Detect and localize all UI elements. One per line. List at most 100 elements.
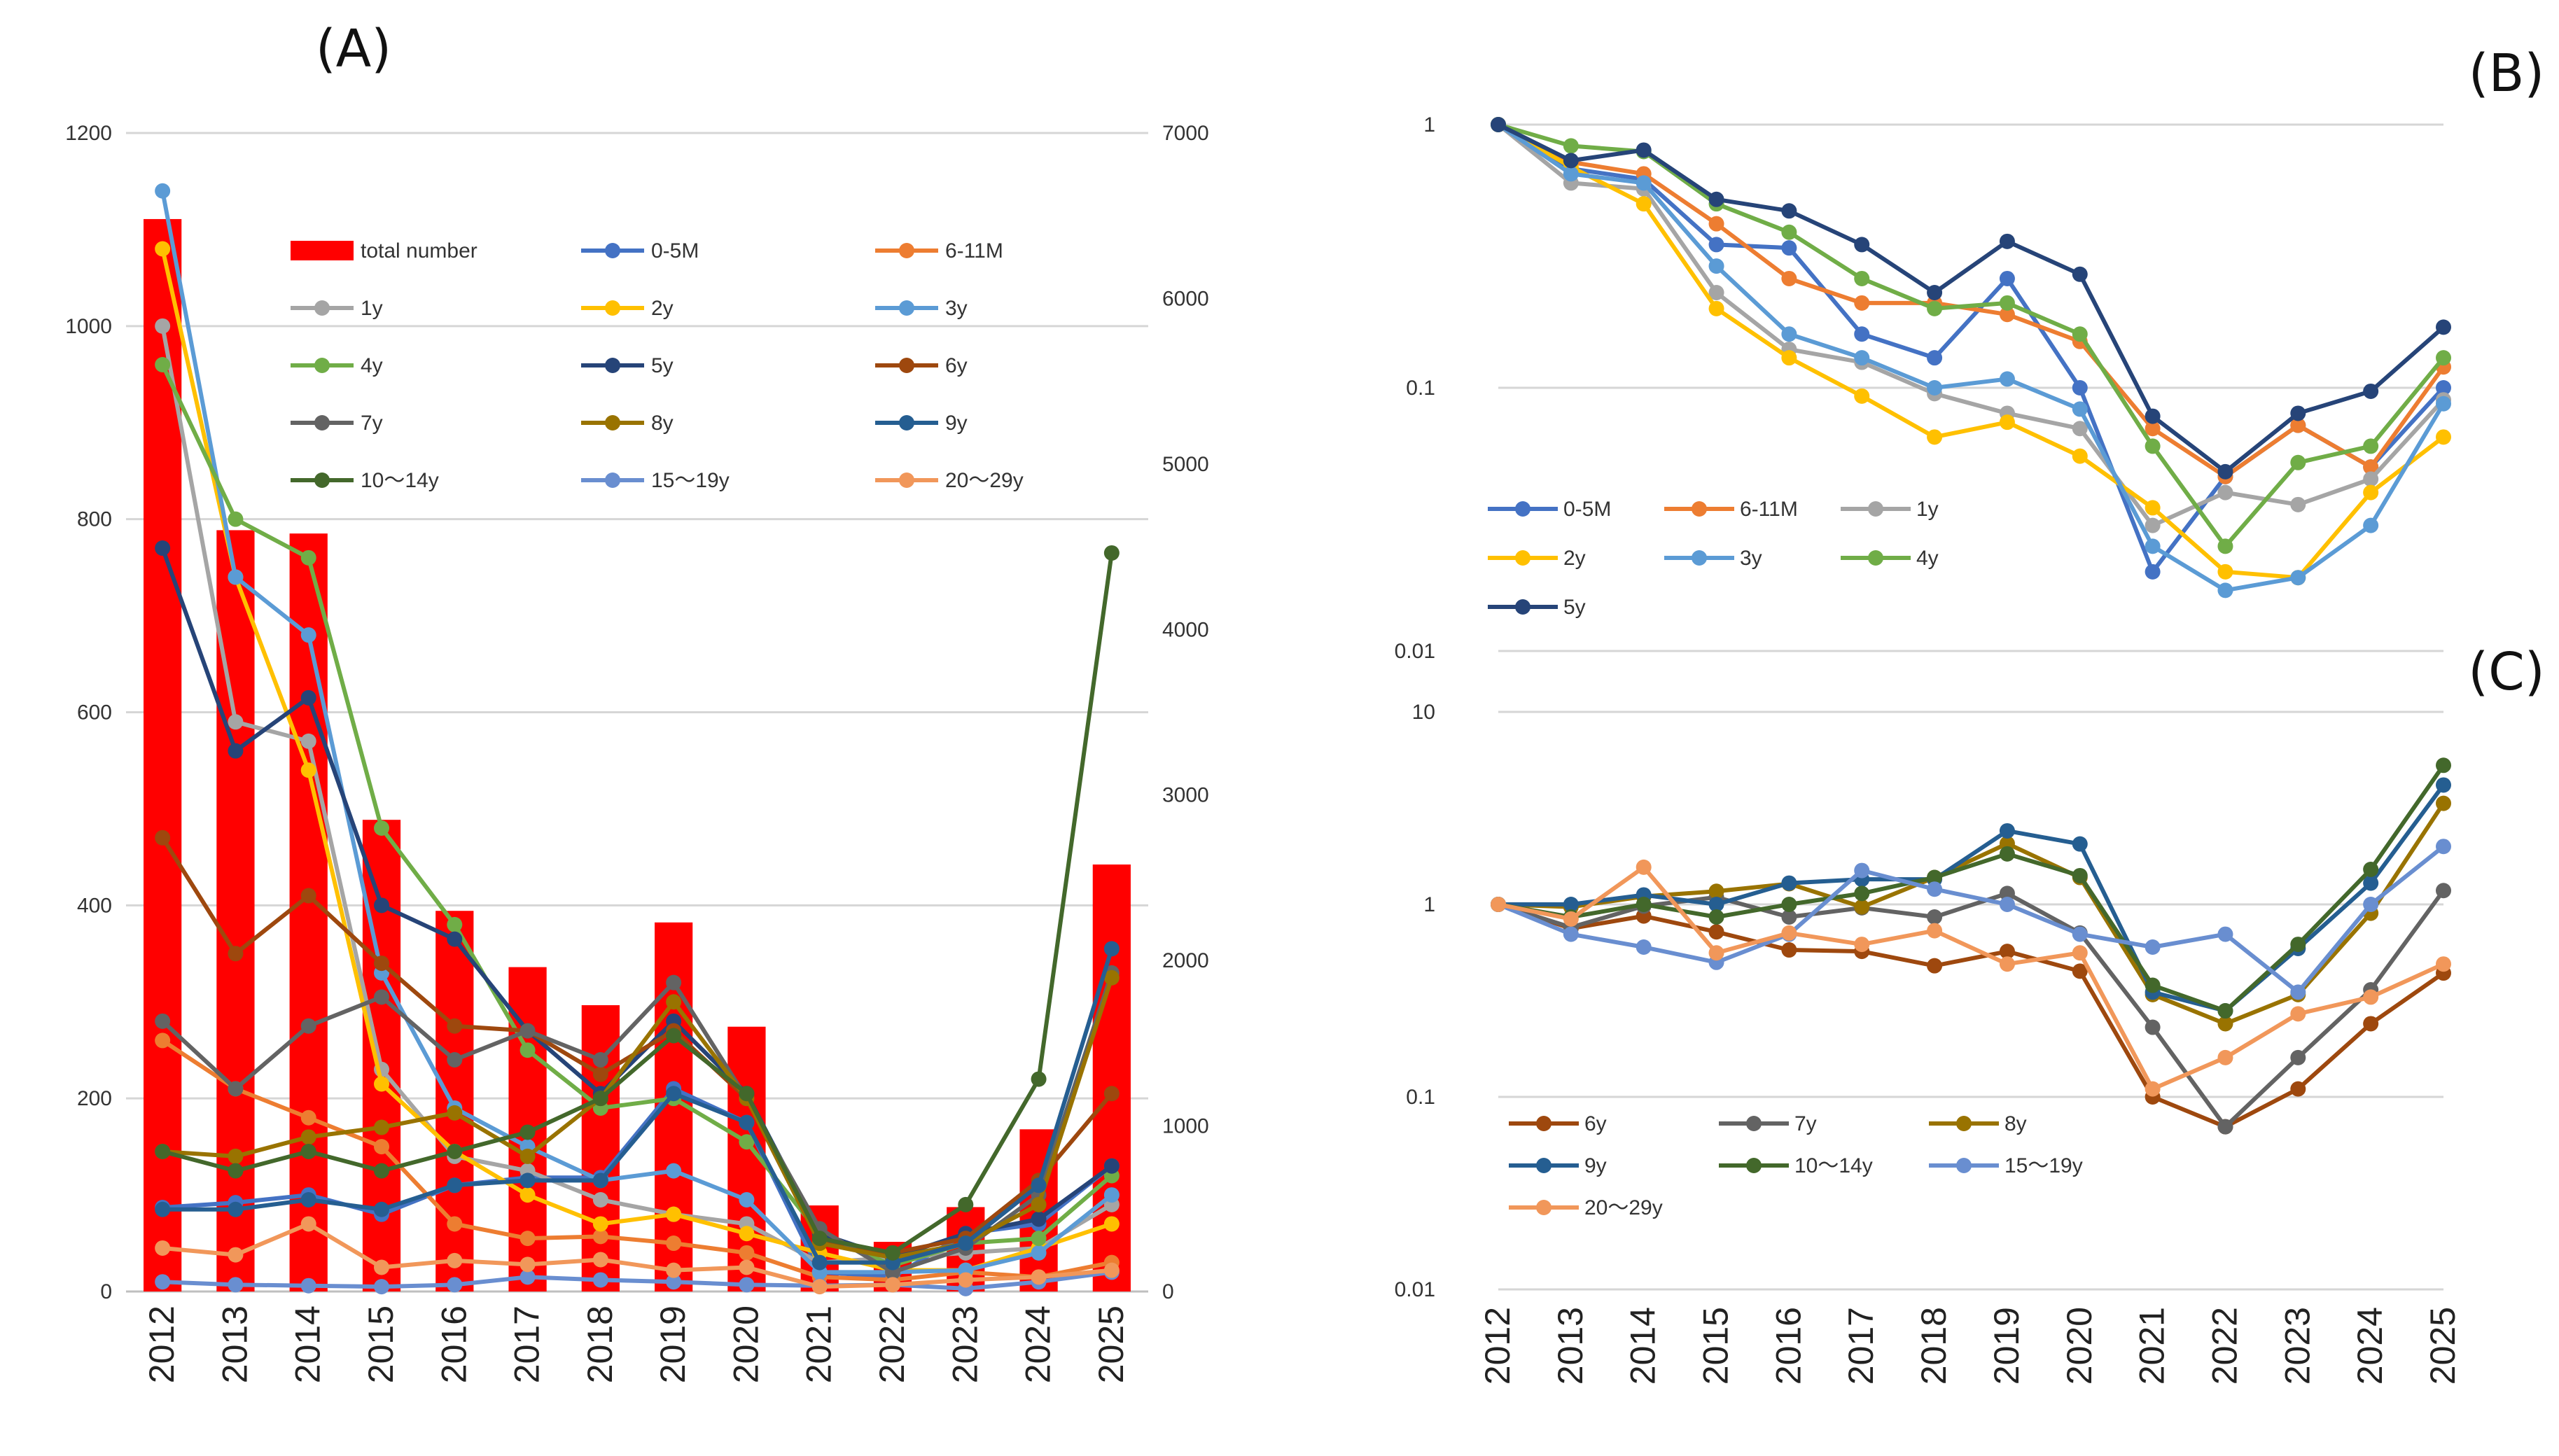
point-c-6y-2018 — [1927, 958, 1943, 974]
point-3y-2013 — [228, 569, 244, 585]
legend-marker-20-29y — [899, 472, 914, 488]
right-y-tick-0: 0 — [1162, 1280, 1174, 1303]
point-b-3y-2018 — [1927, 380, 1943, 396]
point-15-19y-2013 — [228, 1277, 244, 1293]
x-tick-c-2023: 2023 — [2278, 1307, 2317, 1385]
point-b-6-11m-2019 — [1999, 307, 2015, 323]
panel-b-chart: (B) 0.01 0.1 1 0-5M 6-11M 1y 2y 3y 4y 5y — [1395, 43, 2545, 663]
point-6y-2025 — [1103, 1086, 1120, 1102]
point-b-4y-2025 — [2436, 350, 2451, 366]
point-4y-2014 — [300, 550, 316, 566]
point-6y-2015 — [374, 955, 389, 972]
legend-label-6-11m: 6-11M — [945, 239, 1003, 262]
point-1y-2014 — [300, 733, 316, 749]
point-15-19y-2020 — [739, 1277, 755, 1293]
left-y-tick-1000: 1000 — [65, 315, 112, 338]
point-c-8y-2017 — [1854, 899, 1870, 915]
point-b-1y-2021 — [2145, 517, 2161, 533]
point-b-2y-2014 — [1636, 196, 1652, 212]
point-b-6-11m-2021 — [2145, 421, 2161, 437]
point-2y-2025 — [1103, 1216, 1120, 1232]
panel-a-label: (A) — [316, 19, 391, 79]
point-7y-2018 — [592, 1052, 608, 1068]
point-c-10-14y-2025 — [2436, 757, 2451, 774]
legend-marker-b-3y — [1692, 550, 1707, 566]
point-b-3y-2017 — [1854, 350, 1870, 366]
point-c-7y-2025 — [2436, 883, 2451, 899]
point-c-20-29y-2016 — [1781, 925, 1797, 941]
point-b-5y-2018 — [1927, 284, 1943, 300]
legend-marker-c-15-19y — [1956, 1158, 1972, 1173]
legend-marker-b-6-11m — [1692, 501, 1707, 517]
bar-total-number-2014 — [289, 533, 328, 1292]
point-c-7y-2019 — [1999, 886, 2015, 902]
point-20-29y-2020 — [739, 1259, 755, 1275]
point-8y-2017 — [520, 1148, 536, 1164]
legend-marker-b-2y — [1515, 550, 1530, 566]
series-line-5y — [160, 547, 1113, 1260]
left-y-tick-200: 200 — [77, 1087, 112, 1110]
legend-marker-0-5m — [605, 243, 620, 258]
point-8y-2024 — [1031, 1196, 1047, 1212]
point-6-11m-2020 — [739, 1245, 755, 1261]
point-c-10-14y-2019 — [1999, 846, 2015, 862]
legend-marker-c-7y — [1746, 1116, 1762, 1131]
series-line-c-20-29y — [1498, 864, 2445, 1091]
legend-marker-10-14y — [314, 472, 330, 488]
point-15-19y-2012 — [155, 1274, 171, 1290]
point-6-11m-2019 — [666, 1236, 682, 1252]
right-y-tick-4000: 4000 — [1162, 618, 1209, 641]
point-c-9y-2016 — [1781, 875, 1797, 891]
point-10-14y-2019 — [666, 1028, 682, 1044]
point-b-2y-2018 — [1927, 429, 1943, 445]
point-b-2y-2024 — [2363, 484, 2379, 500]
point-6-11m-2016 — [447, 1216, 463, 1232]
x-tick-2025: 2025 — [1092, 1306, 1131, 1383]
point-c-7y-2018 — [1927, 909, 1943, 925]
point-b-5y-2014 — [1636, 142, 1652, 158]
legend-label-c-9y: 9y — [1584, 1154, 1607, 1177]
legend-label-1y: 1y — [361, 297, 383, 320]
x-tick-c-2025: 2025 — [2423, 1307, 2462, 1385]
point-2y-2017 — [520, 1187, 536, 1203]
point-4y-2024 — [1031, 1231, 1047, 1247]
point-10-14y-2013 — [228, 1163, 244, 1179]
series-line-b-5y — [1497, 122, 2445, 474]
point-2y-2014 — [300, 762, 316, 778]
y-tick-c-1: 1 — [1423, 893, 1435, 916]
point-10-14y-2025 — [1103, 545, 1120, 561]
point-3y-2014 — [300, 627, 316, 643]
legend-marker-b-1y — [1868, 501, 1883, 517]
x-tick-c-2016: 2016 — [1769, 1307, 1808, 1385]
point-c-9y-2013 — [1563, 897, 1579, 912]
point-9y-2025 — [1103, 941, 1120, 957]
point-3y-2012 — [155, 183, 171, 199]
point-b-4y-2024 — [2363, 438, 2379, 454]
point-20-29y-2016 — [447, 1252, 463, 1268]
left-y-tick-800: 800 — [77, 508, 112, 531]
point-4y-2016 — [447, 916, 463, 932]
point-9y-2016 — [447, 1177, 463, 1194]
point-c-6y-2016 — [1781, 942, 1797, 958]
point-c-7y-2021 — [2145, 1019, 2161, 1035]
point-b-0-5m-2018 — [1927, 350, 1943, 366]
point-10-14y-2022 — [885, 1245, 900, 1261]
point-c-9y-2025 — [2436, 777, 2451, 793]
series-line-c-9y — [1498, 783, 2446, 1014]
point-b-1y-2023 — [2290, 496, 2306, 512]
point-9y-2018 — [592, 1172, 608, 1189]
x-tick-2021: 2021 — [800, 1306, 839, 1383]
point-b-2y-2021 — [2145, 500, 2161, 516]
legend-label-c-15-19y: 15～19y — [2004, 1154, 2083, 1177]
point-4y-2012 — [155, 357, 171, 372]
point-1y-2018 — [592, 1191, 608, 1208]
x-tick-c-2018: 2018 — [1914, 1307, 1953, 1385]
point-b-4y-2013 — [1563, 138, 1579, 154]
point-7y-2016 — [447, 1052, 463, 1068]
legend-marker-7y — [314, 415, 330, 430]
point-c-6y-2020 — [2072, 963, 2088, 979]
point-7y-2014 — [300, 1018, 316, 1034]
x-tick-2022: 2022 — [872, 1306, 912, 1383]
point-b-5y-2012 — [1491, 117, 1506, 132]
legend-marker-1y — [314, 300, 330, 316]
